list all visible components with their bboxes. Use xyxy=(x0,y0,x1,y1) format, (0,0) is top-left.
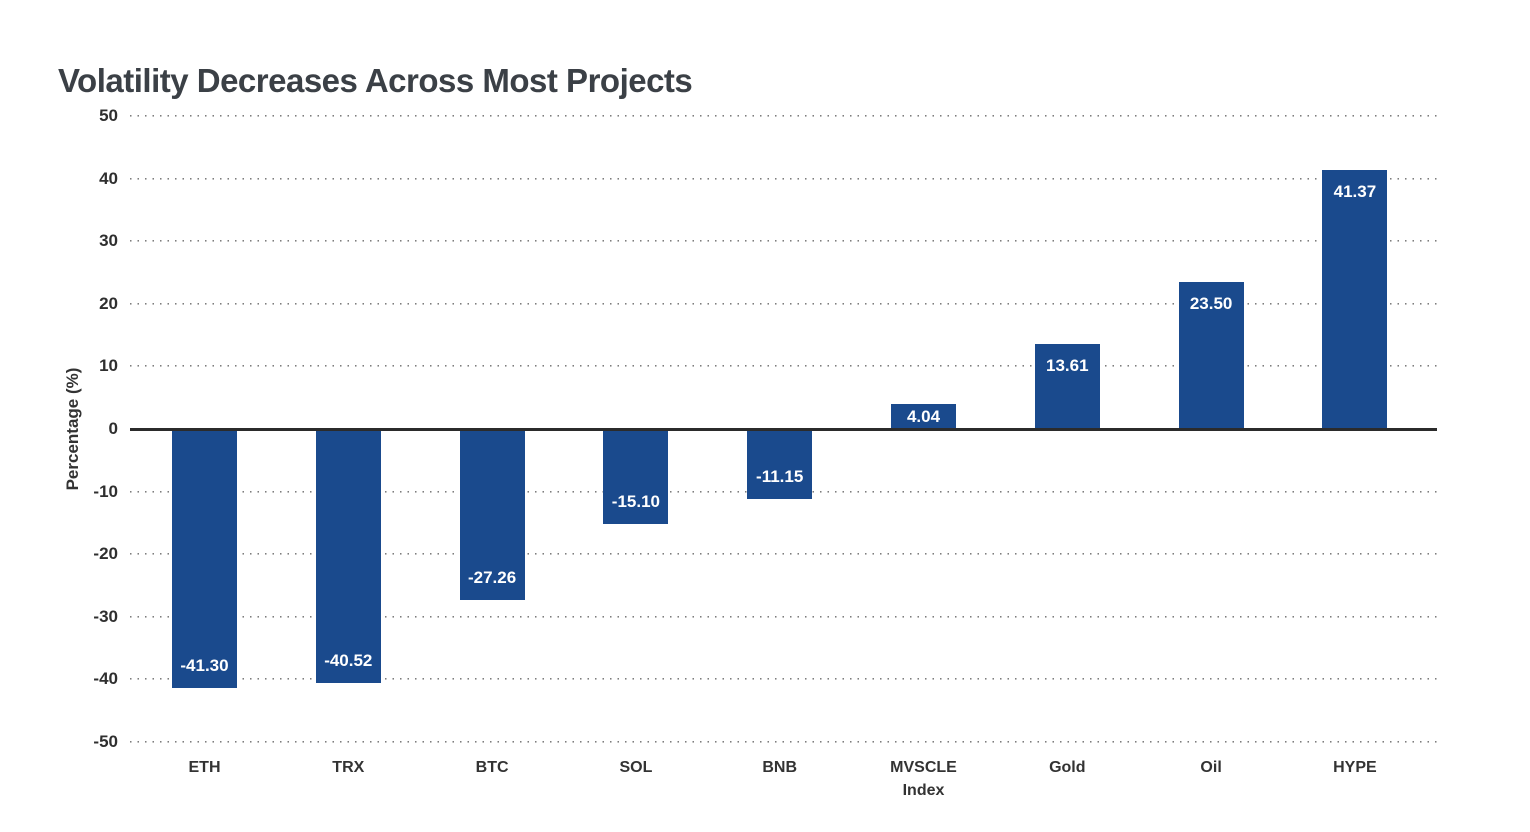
gridline xyxy=(130,302,1437,305)
bar-value-label: 13.61 xyxy=(1046,355,1089,375)
y-tick-label: -50 xyxy=(93,732,118,751)
y-tick-label: 10 xyxy=(99,356,118,376)
y-tick-label: -30 xyxy=(93,606,118,626)
bar: 4.04 xyxy=(891,403,956,429)
bar-value-label: 4.04 xyxy=(906,406,941,426)
y-tick-label: -40 xyxy=(93,669,118,689)
bar: 41.37 xyxy=(1322,170,1388,429)
x-tick-label: MVSCLE Index xyxy=(890,759,957,800)
bar: -40.52 xyxy=(315,429,381,683)
y-tick-label: 50 xyxy=(99,106,118,125)
x-tick-label: HYPE xyxy=(1333,759,1377,776)
chart-title: Volatility Decreases Across Most Project… xyxy=(58,62,693,100)
bar-value-label: 23.50 xyxy=(1189,293,1233,313)
bar-value-label: -11.15 xyxy=(756,466,804,486)
y-tick-label: 40 xyxy=(99,168,118,188)
bar-value-label: -40.52 xyxy=(324,650,373,670)
gridline xyxy=(130,365,1437,368)
x-tick-label: Oil xyxy=(1200,759,1222,776)
x-tick-label: Gold xyxy=(1049,759,1086,776)
bar: -41.30 xyxy=(172,429,237,688)
gridline xyxy=(130,615,1437,618)
gridline xyxy=(130,177,1437,180)
x-tick-label: BNB xyxy=(762,759,798,776)
plot-area: 50 40 30 20 10 0 -10 -20 -30 -40 -50 -41.30 ETH -40.5… xyxy=(93,106,1437,799)
bar: -11.15 xyxy=(747,429,813,499)
y-tick-label: 0 xyxy=(108,419,118,438)
gridline xyxy=(130,553,1437,556)
gridline xyxy=(130,115,1437,117)
x-tick-label: TRX xyxy=(332,759,365,776)
bar: -15.10 xyxy=(603,429,669,524)
zero-line xyxy=(130,427,1437,431)
bar: -27.26 xyxy=(459,429,525,600)
x-tick-label: BTC xyxy=(475,759,509,776)
gridline xyxy=(130,678,1437,681)
bar: 13.61 xyxy=(1034,343,1100,429)
bar-value-label: 41.37 xyxy=(1333,182,1377,202)
y-tick-label: 20 xyxy=(99,293,118,313)
bar: 23.50 xyxy=(1178,281,1244,429)
y-tick-label: -20 xyxy=(93,544,118,564)
bar-value-label: -27.26 xyxy=(467,567,517,587)
gridline xyxy=(130,240,1437,243)
y-tick-label: 30 xyxy=(99,231,118,251)
gridline xyxy=(130,741,1437,743)
bar-value-label: -41.30 xyxy=(180,655,229,675)
y-tick-label: -10 xyxy=(93,481,118,501)
x-tick-label: ETH xyxy=(188,759,221,776)
bar-value-label: -15.10 xyxy=(611,491,660,511)
x-tick-label: SOL xyxy=(619,759,653,776)
